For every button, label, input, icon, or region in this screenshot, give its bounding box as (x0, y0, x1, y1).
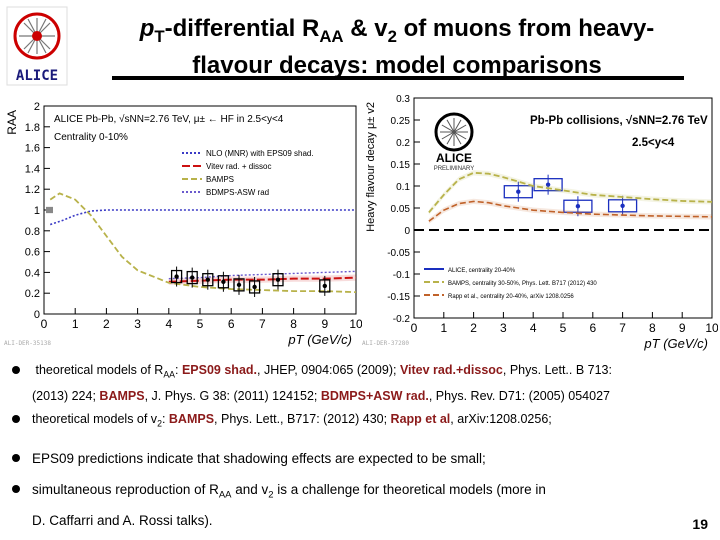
y-axis-label: Heavy flavour decay μ± v2 (365, 102, 377, 232)
y-tick-label: 0 (404, 226, 410, 237)
legend-entry: BDMPS-ASW rad (206, 188, 269, 197)
legend-entry: Vitev rad. + dissoc (206, 162, 271, 171)
y-tick-label: 0.8 (25, 226, 40, 238)
x-tick-label: 7 (259, 317, 266, 331)
data-point (236, 282, 242, 288)
x-tick-label: 5 (560, 321, 567, 335)
raa-chart: 0 1 2 3 4 5 6 7 8 9 10 0 0.2 0.4 0.6 0.8 1 1.2 1.4 1.6 1.8 2 p… (5, 101, 362, 347)
series-band (428, 170, 712, 216)
y-tick-label: 0.15 (391, 160, 411, 171)
bullet-simultaneous-cont: D. Caffarri and A. Rossi talks). (32, 512, 213, 528)
x-tick-label: 1 (440, 321, 447, 335)
slide-title: pT-differential RAA & v2 of muons from h… (139, 15, 655, 79)
x-tick-label: 0 (411, 321, 418, 335)
y-tick-label: -0.1 (393, 270, 411, 281)
x-tick-label: 2 (470, 321, 477, 335)
x-tick-label: 9 (679, 321, 686, 335)
y-tick-label: 2 (34, 101, 40, 113)
y-tick-label: 0.4 (25, 267, 40, 279)
y-tick-label: 1.8 (25, 122, 40, 134)
page-number: 19 (692, 516, 708, 532)
legend-entry: BAMPS (206, 175, 234, 184)
normalisation-box (46, 206, 53, 214)
series-line (168, 270, 357, 280)
x-tick-label: 5 (197, 317, 204, 331)
alice-preliminary-logo (434, 112, 474, 152)
svg-text:ALICE: ALICE (16, 68, 58, 84)
y-tick-label: 0.25 (391, 116, 411, 127)
data-point (174, 274, 179, 279)
y-tick-label: 0.6 (25, 247, 40, 259)
logo-word: ALICE (436, 151, 472, 165)
y-tick-label: 0.3 (396, 94, 410, 105)
ali-label-right: ALI-DER-37280 (362, 340, 409, 347)
x-tick-label: 6 (589, 321, 596, 335)
ali-label-left: ALI-DER-35138 (4, 340, 51, 347)
x-tick-label: 10 (705, 321, 718, 335)
bullet-raa-models-cont: (2013) 224; BAMPS, J. Phys. G 38: (2011)… (32, 388, 610, 403)
legend-entry: NLO (MNR) with EPS09 shad. (206, 149, 314, 158)
y-tick-label: -0.05 (387, 248, 410, 259)
y-tick-label: 0.05 (391, 204, 411, 215)
legend-entry: Rapp et al., centrality 20-40%, arXiv 12… (448, 294, 574, 300)
y-tick-label: 0.1 (396, 182, 410, 193)
x-tick-label: 8 (290, 317, 297, 331)
x-tick-label: 3 (134, 317, 141, 331)
title-underline (112, 76, 684, 80)
alice-logo: ALICE (6, 6, 68, 86)
legend-entry: ALICE, centrality 20-40% (448, 268, 516, 274)
y-axis-label: RAA (5, 110, 19, 135)
y-tick-label: -0.15 (387, 292, 410, 303)
y-tick-label: 1 (34, 205, 40, 217)
y-tick-label: 0.2 (25, 288, 40, 300)
data-point (275, 277, 281, 282)
y-tick-label: 0.2 (396, 138, 410, 149)
data-point (516, 189, 521, 194)
y-tick-label: 1.6 (25, 143, 40, 155)
data-point (620, 203, 625, 208)
x-tick-label: 10 (349, 317, 362, 331)
data-point (252, 284, 257, 290)
logo-spoke (441, 124, 467, 140)
chart-subtitle: Centrality 0-10% (54, 132, 128, 143)
chart-title: ALICE Pb-Pb, √sNN=2.76 TeV, μ± ← HF in 2… (54, 113, 284, 125)
bullet-v2-models: theoretical models of v2: BAMPS, Phys. L… (8, 411, 712, 433)
v2-chart: 0 1 2 3 4 5 6 7 8 9 10 -0.2 -0.15 -0.1 -0.05 0 0.05 0.1 0.… (365, 94, 718, 351)
data-point (221, 279, 226, 284)
y-tick-label: 1.2 (25, 184, 40, 196)
data-point (322, 283, 327, 289)
bullet-raa-models: theoretical models of RAA: EPS09 shad., … (8, 362, 712, 384)
logo-ring (434, 112, 474, 152)
bullet-simultaneous: simultaneous reproduction of RAA and v2 … (8, 481, 712, 504)
series-line (428, 200, 713, 222)
y-tick-label: -0.2 (393, 314, 411, 325)
data-point (575, 204, 581, 209)
x-tick-label: 0 (41, 317, 48, 331)
data-point (205, 277, 210, 282)
chart-title: Pb-Pb collisions, √sNN=2.76 TeV (530, 114, 708, 127)
bullet-eps09: EPS09 predictions indicate that shadowin… (8, 450, 712, 467)
legend-entry: BAMPS, centrality 30-50%, Phys. Lett. B7… (448, 281, 597, 287)
chart-subtitle: 2.5<y<4 (632, 137, 675, 149)
y-tick-label: 0 (34, 309, 40, 321)
x-tick-label: 4 (530, 321, 537, 335)
x-tick-label: 6 (228, 317, 235, 331)
series-line (49, 192, 357, 294)
bullet-list: theoretical models of RAA: EPS09 shad., … (8, 362, 712, 529)
x-tick-label: 8 (649, 321, 656, 335)
x-tick-label: 9 (321, 317, 328, 331)
x-tick-label: 4 (165, 317, 172, 331)
data-point (545, 182, 551, 187)
data-point (190, 275, 195, 280)
x-tick-label: 3 (500, 321, 507, 335)
series-line (428, 171, 713, 213)
logo-preliminary: PRELIMINARY (434, 166, 475, 172)
x-tick-label: 7 (619, 321, 626, 335)
y-tick-label: 1.4 (25, 163, 40, 175)
x-axis-label: pT (GeV/c) (287, 332, 352, 347)
x-axis-label: pT (GeV/c) (643, 336, 708, 351)
x-tick-label: 1 (72, 317, 79, 331)
x-tick-label: 2 (103, 317, 110, 331)
